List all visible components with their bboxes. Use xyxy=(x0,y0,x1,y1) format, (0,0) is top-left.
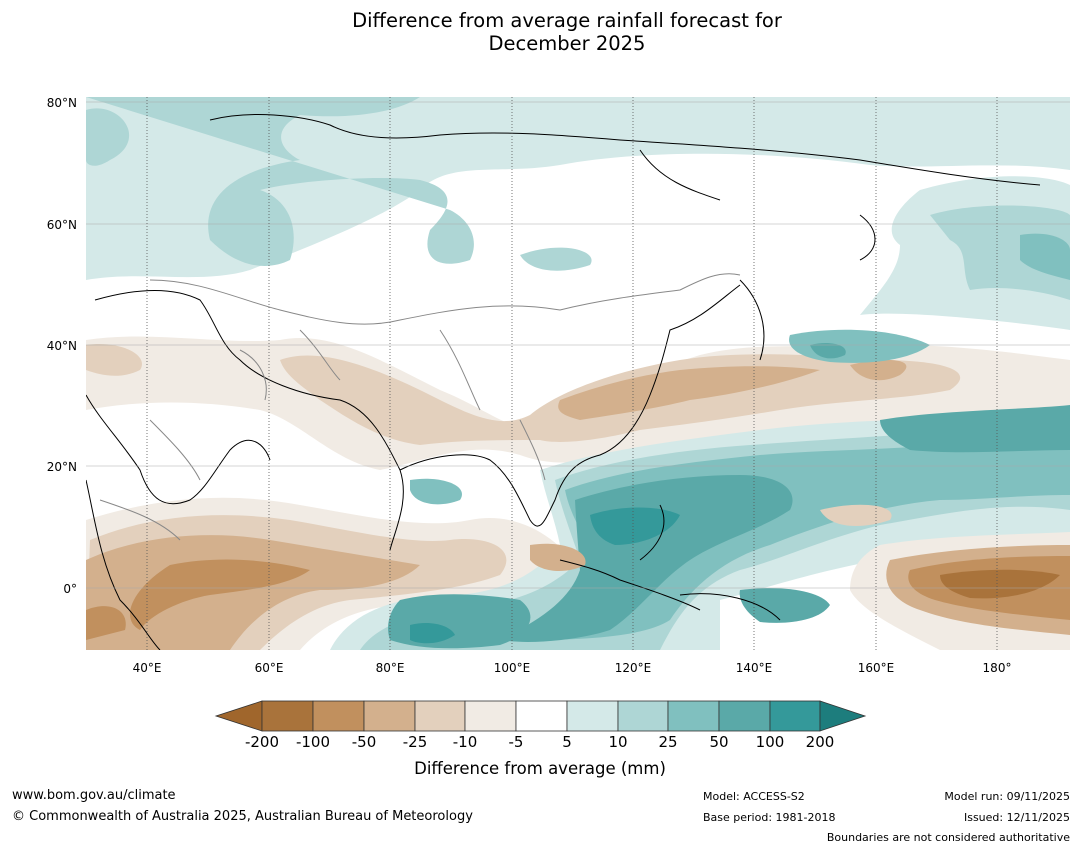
colorbar-tick-label: -10 xyxy=(452,733,478,751)
colorbar-arrow-dry xyxy=(214,700,263,732)
colorbar-tick-label: 25 xyxy=(658,733,678,751)
title-line-2: December 2025 xyxy=(488,32,646,55)
lon-label: 180° xyxy=(983,661,1012,675)
lat-label: 60°N xyxy=(47,218,77,232)
lat-label: 40°N xyxy=(47,339,77,353)
colorbar-tick-label: 50 xyxy=(709,733,729,751)
colorbar-arrow-wet xyxy=(819,700,867,732)
colorbar xyxy=(214,700,867,732)
lon-label: 80°E xyxy=(376,661,405,675)
colorbar-tick-label: -50 xyxy=(351,733,377,751)
lat-label: 0° xyxy=(63,582,77,596)
colorbar-tick-label: 200 xyxy=(805,733,835,751)
lon-label: 140°E xyxy=(736,661,773,675)
map-title: Difference from average rainfall forecas… xyxy=(0,9,1081,55)
colorbar-tick-label: 5 xyxy=(562,733,572,751)
title-line-1: Difference from average rainfall forecas… xyxy=(352,9,782,32)
lat-label: 20°N xyxy=(47,460,77,474)
colorbar-swatch xyxy=(769,700,821,732)
wet-anomaly-tropics xyxy=(330,329,1070,650)
colorbar-tick-label: -5 xyxy=(508,733,524,751)
issued-date: Issued: 12/11/2025 xyxy=(963,811,1070,824)
boundary-disclaimer: Boundaries are not considered authoritat… xyxy=(826,831,1070,844)
longitude-labels: 40°E 60°E 80°E 100°E 120°E 140°E 160°E 1… xyxy=(133,661,1012,675)
dry-anomaly-south-west xyxy=(86,497,580,650)
colorbar-swatch xyxy=(566,700,619,732)
copyright-text: © Commonwealth of Australia 2025, Austra… xyxy=(12,809,473,824)
lat-label: 80°N xyxy=(47,96,77,110)
colorbar-swatch xyxy=(414,700,466,732)
lon-label: 60°E xyxy=(255,661,284,675)
latitude-labels: 80°N 60°N 40°N 20°N 0° xyxy=(47,96,77,596)
lon-label: 120°E xyxy=(615,661,652,675)
colorbar-tick-label: -25 xyxy=(402,733,428,751)
gridlines xyxy=(86,101,1070,589)
dry-anomaly-east-pacific xyxy=(530,504,1070,650)
colorbar-swatch xyxy=(617,700,669,732)
lon-label: 100°E xyxy=(494,661,531,675)
colorbar-swatch xyxy=(261,700,314,732)
colorbar-swatch xyxy=(464,700,517,732)
model-run-date: Model run: 09/11/2025 xyxy=(944,790,1070,803)
meridians xyxy=(146,97,998,650)
country-borders xyxy=(99,273,741,541)
model-name: Model: ACCESS-S2 xyxy=(703,790,805,803)
colorbar-title: Difference from average (mm) xyxy=(414,759,666,778)
website-link[interactable]: www.bom.gov.au/climate xyxy=(12,788,176,803)
colorbar-swatch xyxy=(363,700,416,732)
lon-label: 160°E xyxy=(858,661,895,675)
colorbar-swatch xyxy=(515,700,568,732)
colorbar-tick-label: 10 xyxy=(608,733,628,751)
coastlines xyxy=(86,114,1041,650)
colorbar-tick-label: 100 xyxy=(755,733,785,751)
colorbar-tick-label: -100 xyxy=(295,733,331,751)
map-plot-area xyxy=(86,97,1070,650)
colorbar-swatch xyxy=(312,700,365,732)
colorbar-swatch xyxy=(718,700,771,732)
colorbar-swatch xyxy=(667,700,720,732)
wet-anomaly-north xyxy=(86,97,1070,330)
base-period: Base period: 1981-2018 xyxy=(703,811,836,824)
lon-label: 40°E xyxy=(133,661,162,675)
colorbar-tick-label: -200 xyxy=(244,733,280,751)
